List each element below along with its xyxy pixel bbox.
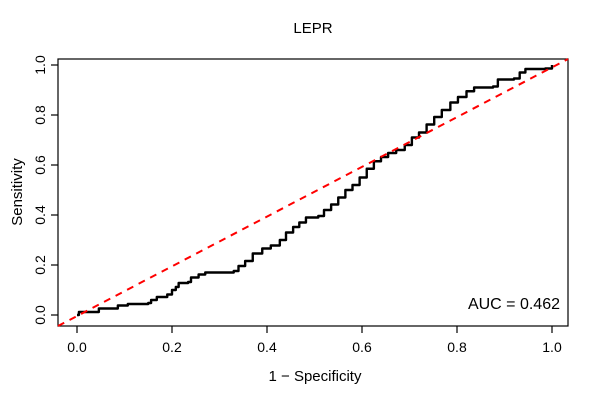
y-axis-label: Sensitivity [9,158,26,226]
auc-annotation: AUC = 0.462 [468,296,560,313]
series-layer [57,58,569,327]
x-tick-label: 0.4 [257,339,277,355]
x-tick-label: 0.2 [162,339,182,355]
x-tick-label: 0.0 [67,339,87,355]
x-axis-label: 1 − Specificity [269,368,362,385]
plot-title: LEPR [293,20,332,37]
y-tick-label: 0.6 [32,155,48,175]
y-tick-label: 1.0 [32,55,48,75]
roc-curve-line [77,65,554,317]
x-tick-label: 0.8 [447,339,467,355]
y-tick-label: 0.8 [32,105,48,125]
chance-diagonal-line [57,58,569,327]
x-tick-label: 1.0 [542,339,562,355]
y-tick-label: 0.4 [32,205,48,225]
x-tick-label: 0.6 [352,339,372,355]
y-tick-label: 0.0 [32,305,48,325]
y-axis-ticks: 0.0 0.2 0.4 0.6 0.8 1.0 [32,55,58,325]
x-axis-ticks: 0.0 0.2 0.4 0.6 0.8 1.0 [67,326,562,355]
plot-box [57,58,569,327]
y-tick-label: 0.2 [32,255,48,275]
